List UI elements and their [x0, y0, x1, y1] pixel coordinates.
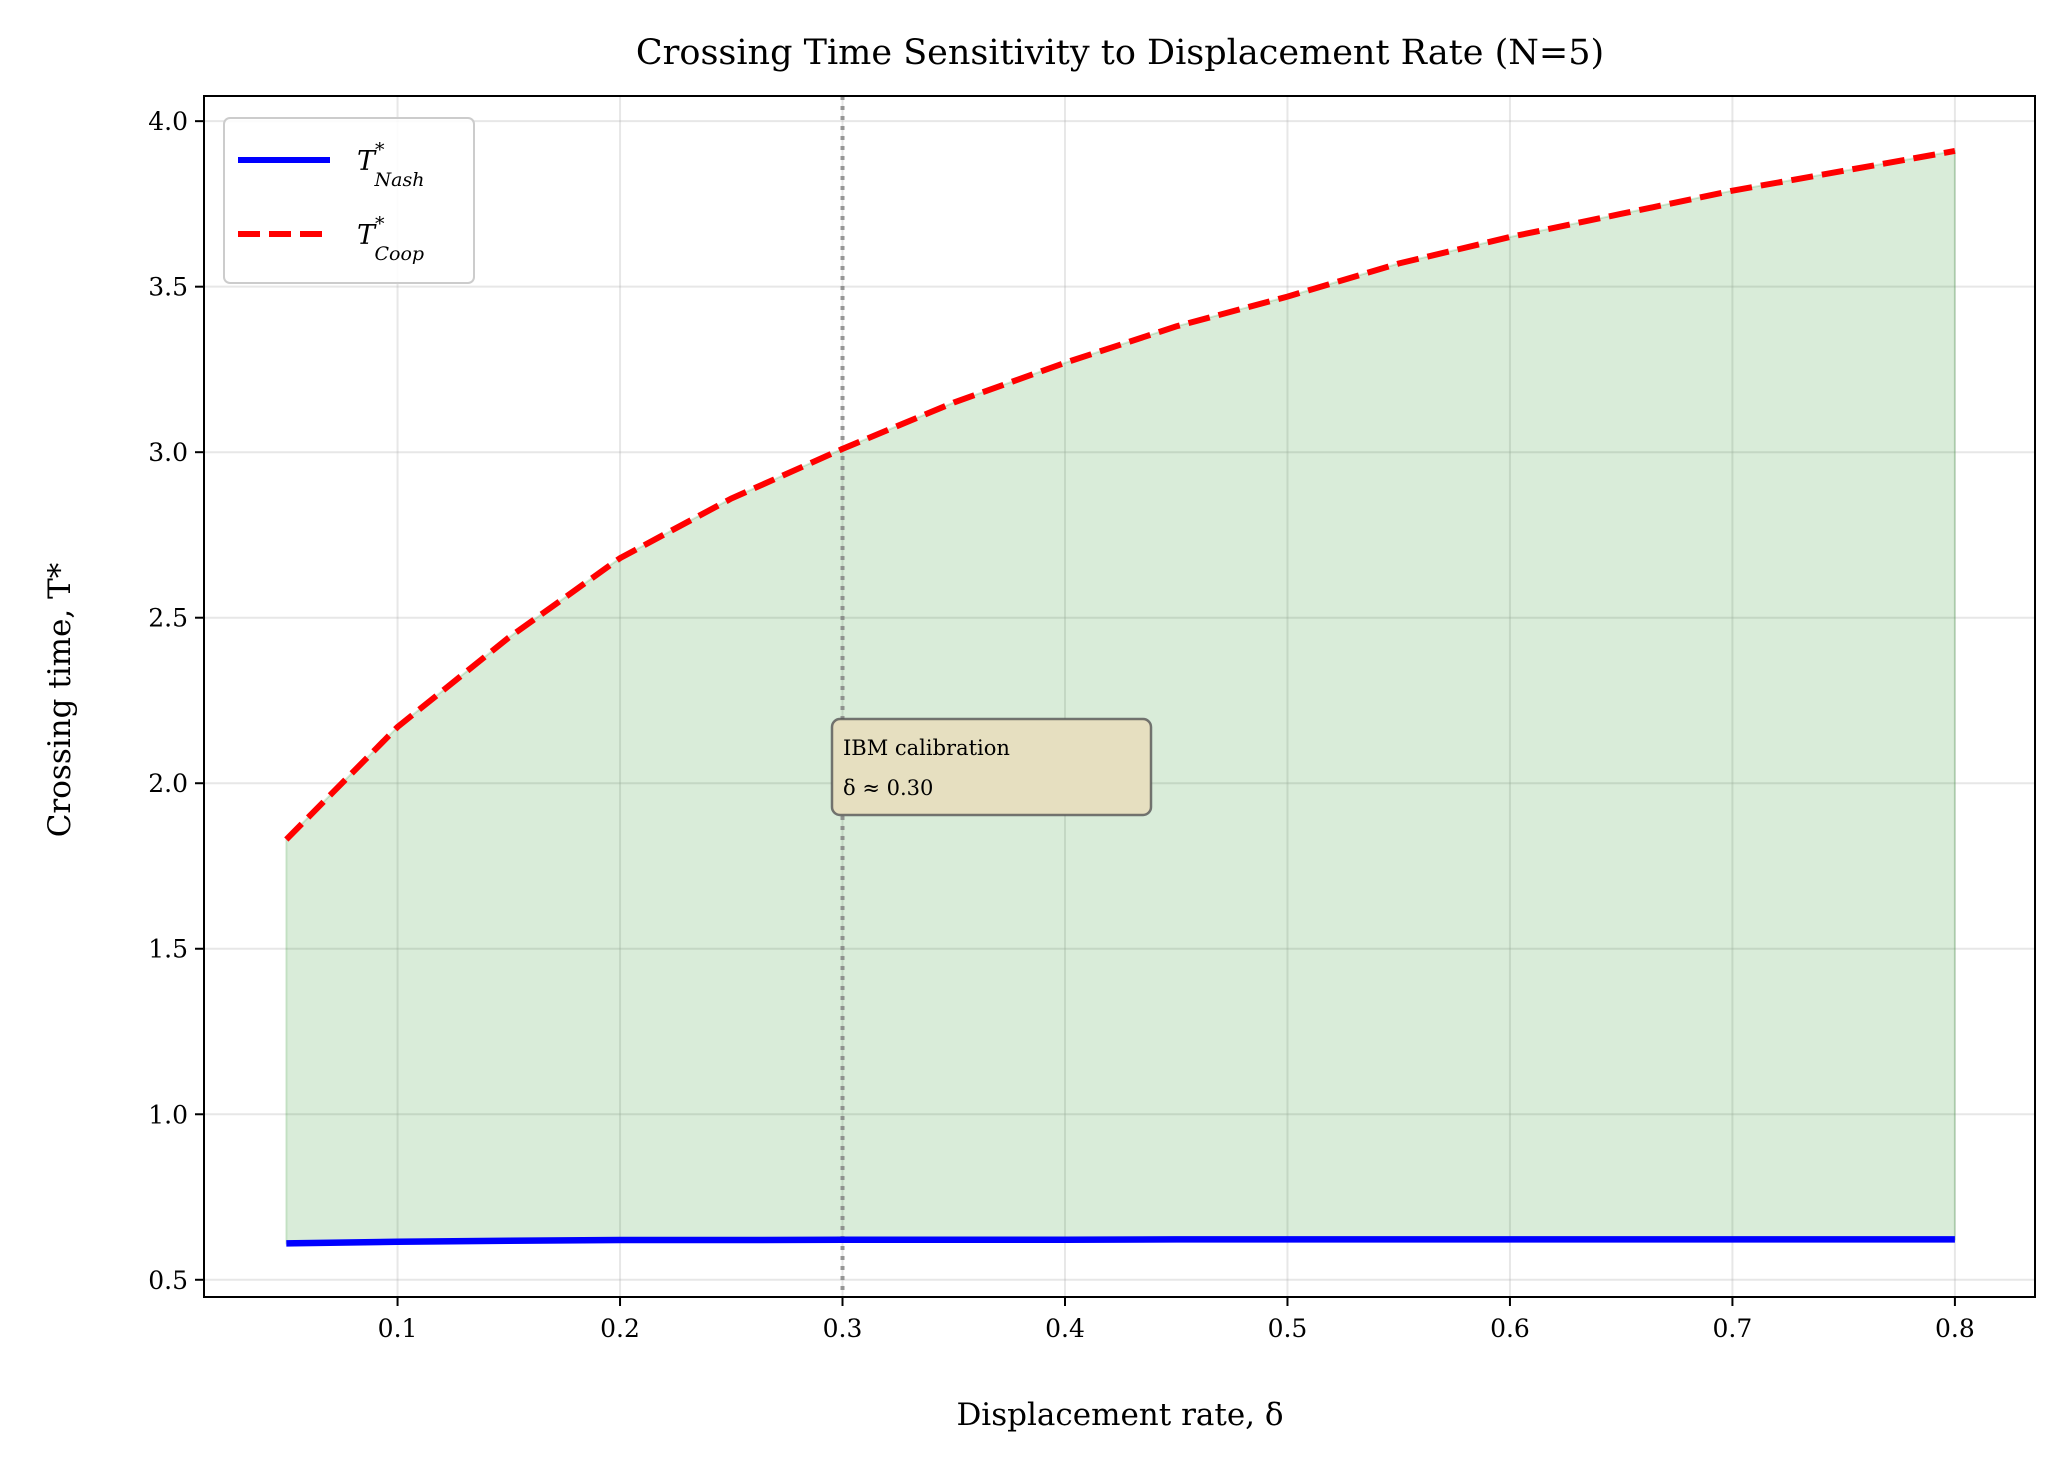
x-tick-label: 0.7 [1713, 1314, 1753, 1343]
x-tick-label: 0.1 [378, 1314, 418, 1343]
y-tick-label: 2.5 [148, 604, 188, 633]
legend: T* Nash T* Coop [223, 117, 475, 284]
annotation-line2: δ ≈ 0.30 [843, 776, 933, 800]
y-tick-label: 1.5 [148, 935, 188, 964]
fill-between-area [285, 149, 1956, 1245]
y-tick-label: 1.0 [148, 1100, 188, 1129]
annotation-line1: IBM calibration [843, 736, 1010, 760]
y-tick-label: 4.0 [148, 107, 188, 136]
legend-label-nash: T* Nash [357, 139, 424, 191]
chart-title: Crossing Time Sensitivity to Displacemen… [636, 33, 1604, 73]
annotation-box: IBM calibration δ ≈ 0.30 [830, 717, 1153, 817]
y-tick-label: 3.5 [148, 273, 188, 302]
x-tick-label: 0.3 [823, 1314, 863, 1343]
x-tick-label: 0.8 [1935, 1314, 1975, 1343]
y-tick-label: 0.5 [148, 1266, 188, 1295]
grid [204, 96, 2035, 1297]
legend-label-coop: T* Coop [357, 213, 424, 265]
axes-frame [203, 95, 2036, 1298]
series-line-nash [286, 1236, 1955, 1247]
x-tick-label: 0.5 [1268, 1314, 1308, 1343]
x-tick-label: 0.2 [600, 1314, 640, 1343]
x-axis-label: Displacement rate, δ [956, 1397, 1283, 1433]
series-line-coop [284, 147, 1956, 842]
x-tick-label: 0.6 [1490, 1314, 1530, 1343]
y-axis-label: Crossing time, T* [42, 563, 78, 838]
y-tick-label: 3.0 [148, 438, 188, 467]
y-tick-label: 2.0 [148, 769, 188, 798]
x-tick-label: 0.4 [1045, 1314, 1085, 1343]
